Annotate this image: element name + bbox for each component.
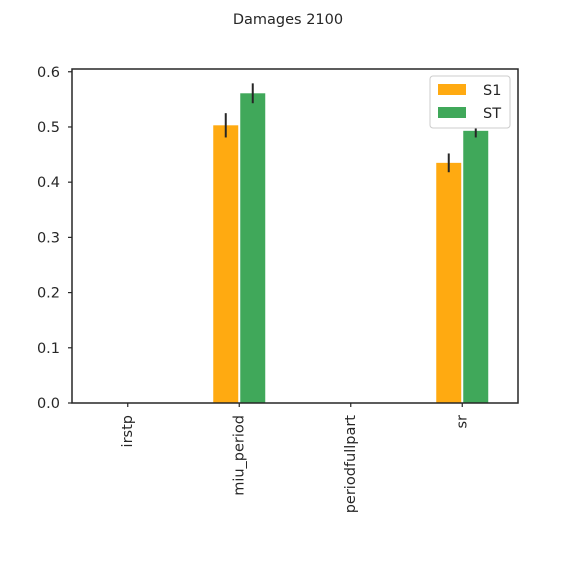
x-tick-label: miu_period [231, 415, 247, 496]
x-tick-label: periodfullpart [343, 415, 359, 514]
y-tick-label: 0.2 [37, 286, 60, 302]
plot-frame [71, 68, 519, 404]
bar-ST-miu_period [240, 93, 266, 404]
legend: S1 ST [429, 75, 511, 129]
y-tick-label: 0.1 [37, 341, 60, 357]
bar-S1-sr [436, 162, 462, 403]
y-tick-label: 0.3 [37, 230, 60, 246]
y-tick-label: 0.4 [37, 175, 60, 191]
legend-swatch-ST [438, 107, 466, 118]
plot-area: 0.0 0.1 0.2 0.3 0.4 0.5 0.6 irstp miu_period peri… [37, 65, 519, 514]
legend-swatch-S1 [438, 84, 466, 95]
y-tick-label: 0.5 [37, 120, 60, 136]
y-tick-label: 0.6 [37, 65, 60, 81]
x-tick-label: sr [454, 415, 470, 429]
bar-ST-sr [463, 130, 489, 403]
bar-S1-miu_period [213, 125, 239, 404]
y-tick-label: 0.0 [37, 396, 60, 412]
legend-label-S1: S1 [483, 83, 501, 99]
chart-title: Damages 2100 [233, 12, 343, 28]
legend-label-ST: ST [483, 106, 501, 122]
x-tick-label: irstp [120, 415, 136, 447]
